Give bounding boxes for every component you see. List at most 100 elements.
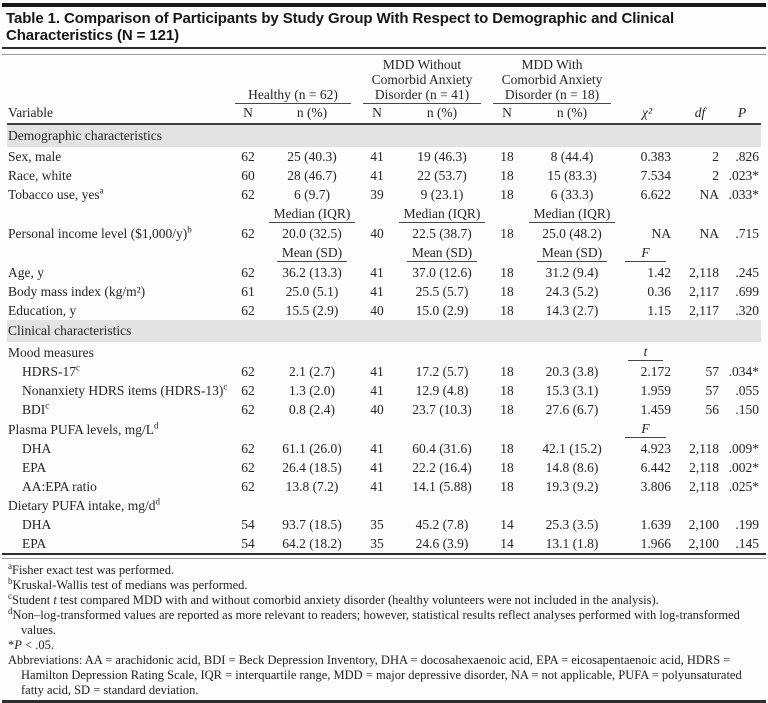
cell — [357, 342, 397, 362]
stat-label: F — [625, 244, 666, 262]
value-cell: 3.806 — [640, 479, 671, 494]
footnotes: aFisher exact test was performed. bKruska… — [0, 559, 768, 698]
table-row: Body mass index (kg/m²) 61 25.0 (5.1) 41 25.… — [7, 282, 761, 301]
cell — [357, 204, 397, 224]
value-cell: 0.36 — [647, 284, 671, 299]
value-cell: .150 — [735, 402, 759, 417]
value-cell: NA — [699, 226, 720, 241]
value-cell: 41 — [370, 149, 384, 164]
value-cell: .826 — [735, 149, 759, 164]
group-label-row: Mood measures t — [7, 342, 761, 362]
row-label: Body mass index (kg/m²) — [8, 284, 146, 299]
table-row: Nonanxiety HDRS items (HDRS-13)c 62 1.3 (2… — [7, 381, 761, 400]
value-cell: 18 — [500, 226, 514, 241]
footnote: aFisher exact test was performed. — [8, 560, 175, 577]
value-cell: 42.1 (15.2) — [542, 441, 602, 456]
column-header-n-1: N — [357, 104, 397, 125]
value-cell: 36.2 (13.3) — [282, 265, 342, 280]
value-cell: 25.0 (48.2) — [542, 226, 602, 241]
footnote: Abbreviations: AA = arachidonic acid, BD… — [8, 653, 742, 697]
value-cell: 40 — [370, 226, 384, 241]
value-cell: 2,100 — [688, 536, 719, 551]
column-header-stat-1: df — [677, 56, 723, 125]
value-cell: 40 — [370, 402, 384, 417]
value-cell: 18 — [500, 168, 514, 183]
value-cell: 2,117 — [689, 284, 719, 299]
value-cell: 9 (23.1) — [420, 187, 464, 202]
value-cell: 41 — [370, 383, 384, 398]
value-cell: 20.3 (3.8) — [545, 364, 599, 379]
column-header-stat-2: P — [723, 56, 761, 125]
header-row-groups: Variable Healthy (n = 62) MDD Without Como… — [7, 56, 761, 125]
cell — [677, 342, 723, 362]
cell — [487, 496, 527, 515]
subheader-label: Median (IQR) — [528, 205, 616, 223]
value-cell: .034* — [728, 364, 759, 379]
table-row: AA:EPA ratio 62 13.8 (7.2) 41 14.1 (5.88) 18 1… — [7, 477, 761, 496]
value-cell: 54 — [241, 517, 255, 532]
subheader-label: Mean (SD) — [406, 244, 478, 262]
cell — [527, 342, 617, 362]
value-cell: 57 — [705, 383, 720, 398]
value-cell: 6 (9.7) — [294, 187, 330, 202]
value-cell: 62 — [241, 303, 255, 318]
value-cell: 1.959 — [640, 383, 671, 398]
table-row: Age, y 62 36.2 (13.3) 41 37.0 (12.6) 18 31.2 (… — [7, 263, 761, 282]
value-cell: 56 — [705, 402, 720, 417]
cell — [267, 419, 357, 439]
subheader-cell: Median (IQR) — [397, 204, 487, 224]
stat-subheader-row: Median (IQR) Median (IQR) Median (IQR) — [7, 204, 761, 224]
cell — [487, 342, 527, 362]
row-label: Plasma PUFA levels, mg/Ld — [8, 420, 159, 437]
value-cell: 27.6 (6.7) — [545, 402, 599, 417]
cell — [229, 342, 267, 362]
stat-label: F — [625, 420, 666, 438]
cell — [677, 419, 723, 439]
value-cell: 19 (46.3) — [417, 149, 467, 164]
value-cell: 62 — [241, 402, 255, 417]
value-cell: 57 — [705, 364, 720, 379]
cell — [397, 419, 487, 439]
value-cell: 22.5 (38.7) — [412, 226, 472, 241]
comparison-table: Variable Healthy (n = 62) MDD Without Como… — [7, 56, 761, 553]
top-rule — [2, 3, 766, 7]
subheader-cell: Median (IQR) — [527, 204, 617, 224]
value-cell: 18 — [500, 402, 514, 417]
column-header-npct-1: n (%) — [397, 104, 487, 125]
value-cell: 13.1 (1.8) — [545, 536, 599, 551]
value-cell: 35 — [370, 517, 384, 532]
row-label: BDIc — [22, 400, 50, 417]
value-cell: 1.639 — [640, 517, 671, 532]
row-label: AA:EPA ratio — [22, 479, 97, 494]
value-cell: 15.0 (2.9) — [415, 303, 469, 318]
row-label: DHA — [22, 441, 52, 456]
value-cell: 17.2 (5.7) — [415, 364, 469, 379]
subheader-label: Mean (SD) — [276, 244, 348, 262]
column-header-variable: Variable — [7, 56, 229, 125]
value-cell: 41 — [370, 364, 384, 379]
value-cell: 25.0 (5.1) — [285, 284, 339, 299]
value-cell: 22.2 (16.4) — [412, 460, 472, 475]
value-cell: .009* — [728, 441, 759, 456]
value-cell: 54 — [241, 536, 255, 551]
row-label: Education, y — [8, 303, 77, 318]
cell — [229, 243, 267, 263]
section-label: Clinical characteristics — [7, 320, 761, 342]
row-label: Sex, male — [8, 149, 62, 164]
value-cell: 1.42 — [647, 265, 671, 280]
cell — [677, 204, 723, 224]
value-cell: 24.3 (5.2) — [545, 284, 599, 299]
value-cell: 18 — [500, 284, 514, 299]
footnote: bKruskal-Wallis test of medians was perf… — [8, 575, 248, 592]
value-cell: 15 (83.3) — [547, 168, 597, 183]
value-cell: 60.4 (31.6) — [412, 441, 472, 456]
cell — [357, 243, 397, 263]
group-header-0: Healthy (n = 62) — [229, 56, 357, 104]
subheader-cell: Mean (SD) — [527, 243, 617, 263]
value-cell: 14.1 (5.88) — [412, 479, 472, 494]
group-label-row: Dietary PUFA intake, mg/dd — [7, 496, 761, 515]
cell — [229, 204, 267, 224]
value-cell: 41 — [370, 265, 384, 280]
stat-subheader-row: Mean (SD) Mean (SD) Mean (SD) F — [7, 243, 761, 263]
value-cell: 2,118 — [689, 479, 719, 494]
